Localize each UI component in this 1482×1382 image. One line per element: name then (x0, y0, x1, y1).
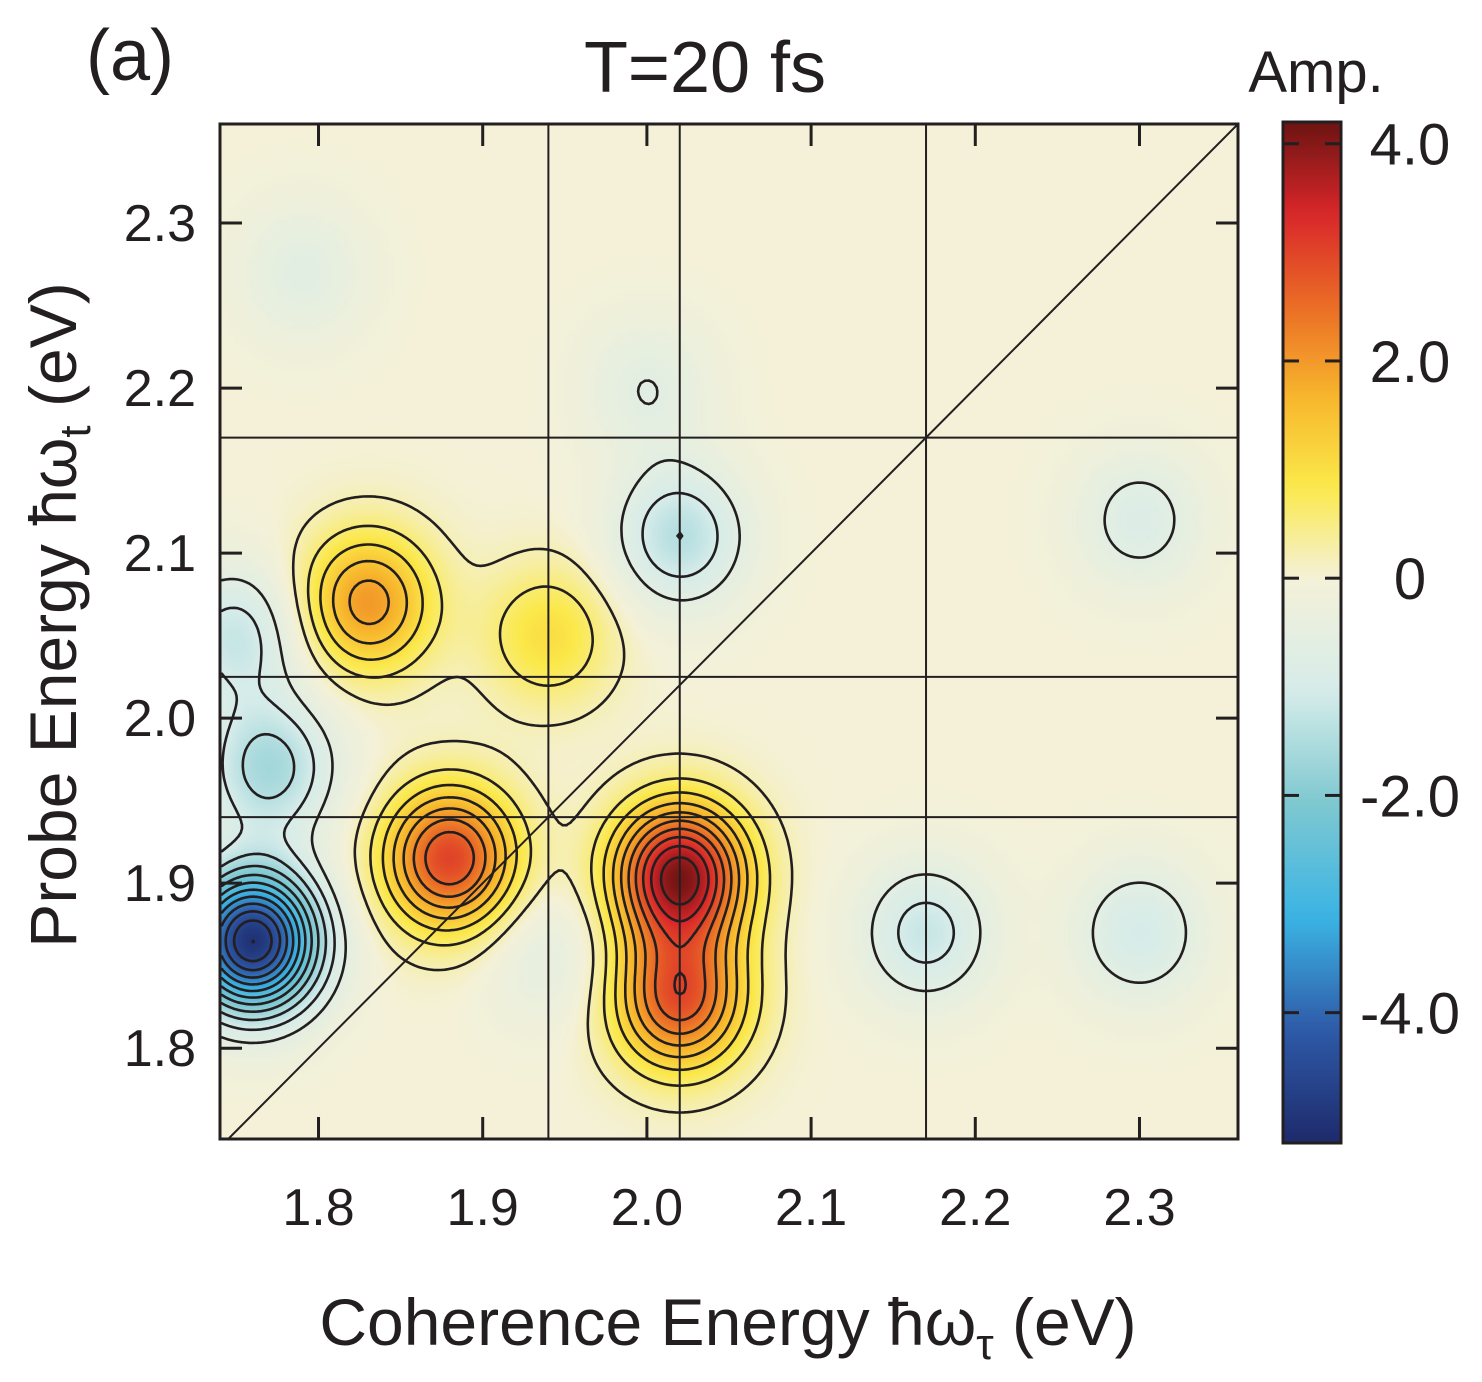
y-axis-label-subscript: t (51, 425, 100, 437)
contour-level (220, 881, 307, 999)
y-tick-label: 1.9 (124, 855, 196, 913)
x-tick-label: 1.8 (282, 1179, 354, 1237)
x-axis-label-subscript: τ (976, 1320, 994, 1369)
y-axis-label: Probe Energy ħωt (eV) (16, 282, 100, 947)
contour-lines (220, 379, 1188, 1114)
y-axis-label-main: Probe Energy ħω (16, 438, 90, 948)
contour-level (659, 856, 700, 906)
plot-area (218, 122, 1240, 1141)
contour-level (220, 873, 313, 1006)
colorbar-tick-label: 0 (1394, 547, 1426, 612)
contour-level (412, 818, 733, 1035)
contour-level (232, 919, 273, 963)
colorbar-tick-label: -4.0 (1360, 982, 1460, 1047)
diagonal-reference-line (227, 124, 1238, 1139)
contour-level (291, 495, 794, 1114)
y-tick-label: 2.3 (124, 195, 196, 253)
contour-level (220, 902, 289, 979)
x-axis-ticks: 1.8 1.9 2.0 2.1 2.2 2.3 (282, 124, 1176, 1237)
contour-level (319, 543, 759, 1072)
x-axis-label-unit: (eV) (994, 1285, 1137, 1359)
contour-level (348, 579, 741, 1047)
contour-level (224, 910, 282, 972)
x-tick-label: 2.1 (775, 1179, 847, 1237)
y-tick-label: 2.2 (124, 360, 196, 418)
panel-label: (a) (86, 16, 174, 96)
y-tick-label: 2.0 (124, 690, 196, 748)
colorbar-tick-label: 4.0 (1370, 113, 1451, 178)
y-axis-label-unit: (eV) (16, 282, 90, 425)
reference-lines (220, 124, 1238, 1139)
plot-frame (218, 122, 1240, 1141)
x-tick-label: 2.2 (939, 1179, 1011, 1237)
contour-level (220, 888, 301, 993)
colorbar-label: Amp. (1248, 40, 1383, 105)
x-axis-label: Coherence Energy ħωτ (eV) (319, 1285, 1136, 1369)
y-tick-label: 1.8 (124, 1020, 196, 1078)
contour-level (641, 835, 718, 996)
contour-level (220, 864, 320, 1013)
contour-level (220, 895, 295, 986)
x-tick-label: 2.0 (611, 1179, 683, 1237)
x-tick-label: 1.9 (447, 1179, 519, 1237)
colorbar-bar (1281, 120, 1343, 1145)
contour-level (220, 491, 956, 1032)
y-tick-label: 2.1 (124, 525, 196, 583)
x-tick-label: 2.3 (1103, 1179, 1175, 1237)
contour-level (649, 844, 710, 923)
chart-title: T=20 fs (584, 28, 826, 108)
contour-level (424, 827, 726, 1022)
colorbar-tick-label: -2.0 (1360, 764, 1460, 829)
x-axis-label-main: Coherence Energy ħω (319, 1285, 976, 1359)
colorbar-tick-label: 2.0 (1370, 330, 1451, 395)
y-axis-ticks: 1.8 1.9 2.0 2.1 2.2 2.3 (124, 195, 1238, 1078)
contour-level (220, 379, 1188, 1045)
colorbar-ticks: 4.0 2.0 0 -2.0 -4.0 (1283, 113, 1460, 1047)
colorbar: Amp. 4.0 2.0 0 -2.0 -4.0 (1248, 40, 1460, 1145)
contour-level (251, 939, 255, 944)
